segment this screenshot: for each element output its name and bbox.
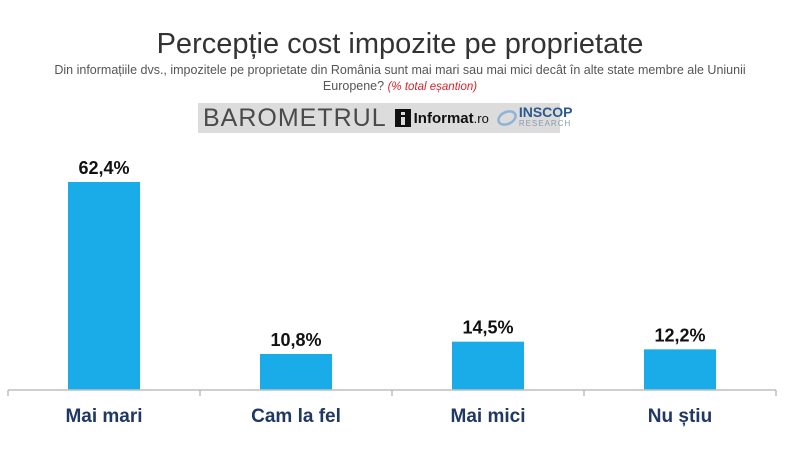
informat-icon <box>394 109 411 127</box>
data-label: 14,5% <box>462 318 513 338</box>
logo-bar: BAROMETRUL Informat.ro INSCOP RESEARCH <box>198 103 573 133</box>
x-axis-ticks <box>7 390 777 396</box>
informat-logo-name: Informat <box>413 109 474 127</box>
barometrul-logo: BAROMETRUL <box>203 103 387 132</box>
category-label: Cam la fel <box>251 406 341 427</box>
bar <box>644 349 716 390</box>
category-label: Mai mari <box>65 406 142 427</box>
sample-note: (% total eșantion) <box>387 81 478 93</box>
bars-group: 62,4% 10,8% 14,5% 12,2% <box>68 158 716 390</box>
category-label: Mai mici <box>451 406 526 427</box>
informat-logo-suffix: .ro <box>473 110 489 126</box>
inscop-logo: INSCOP RESEARCH <box>497 104 573 130</box>
category-label: Nu știu <box>648 406 712 427</box>
category-labels: Mai mari Cam la fel Mai mici Nu știu <box>65 406 712 427</box>
bar <box>260 354 332 390</box>
data-label: 12,2% <box>654 325 705 345</box>
data-label: 62,4% <box>78 158 129 178</box>
research-name: RESEARCH <box>518 119 572 128</box>
data-label: 10,8% <box>270 330 321 350</box>
bar <box>68 182 140 390</box>
chart-title: Percepție cost impozite pe proprietate <box>156 28 644 60</box>
inscop-swoosh-icon <box>497 110 517 126</box>
inscop-name: INSCOP <box>518 104 573 120</box>
bar <box>452 341 524 390</box>
subtitle-question: Din informațiile dvs., impozitele pe pro… <box>54 63 746 93</box>
informat-logo: Informat.ro <box>414 110 489 127</box>
chart-subtitle: Din informațiile dvs., impozitele pe pro… <box>40 62 760 95</box>
